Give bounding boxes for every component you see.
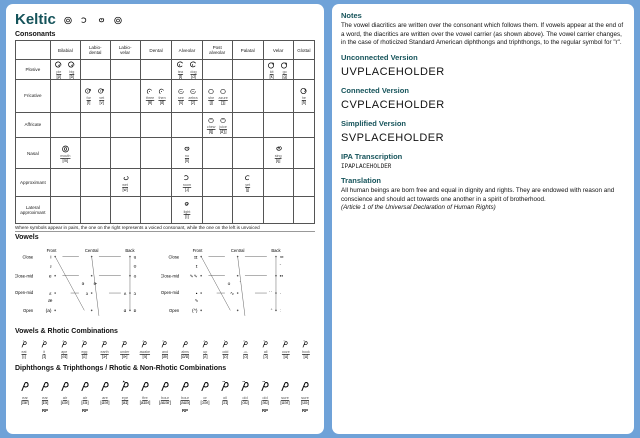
svg-text:∿: ∿ xyxy=(230,292,234,297)
svg-text:ɪ: ɪ xyxy=(196,264,198,269)
svg-text:ɔ: ɔ xyxy=(134,292,137,297)
svg-text:Back: Back xyxy=(125,248,135,253)
svg-text:Close-mid: Close-mid xyxy=(15,274,34,279)
svg-text:ɹ: ɹ xyxy=(50,264,52,269)
svg-text:(a): (a) xyxy=(46,308,52,314)
svg-text:ɚ: ɚ xyxy=(93,282,97,287)
svg-text:ɑ: ɑ xyxy=(124,309,127,314)
svg-text:˙˙: ˙˙ xyxy=(269,291,272,297)
svg-text:•: • xyxy=(196,292,198,297)
svg-text:æ: æ xyxy=(48,299,53,304)
svg-text:ː: ː xyxy=(280,309,281,314)
svg-text:ɜ: ɜ xyxy=(86,292,89,297)
svg-text:o: o xyxy=(228,282,231,287)
svg-text:u: u xyxy=(134,255,137,260)
svg-text:(^): (^) xyxy=(192,308,198,314)
svg-text:Close: Close xyxy=(23,254,34,259)
svg-text:∿: ∿ xyxy=(194,299,198,304)
svg-text:ˉ: ˉ xyxy=(280,263,282,269)
svg-text:i: i xyxy=(50,254,51,260)
svg-text:Front: Front xyxy=(193,248,204,253)
svg-text:Open: Open xyxy=(169,308,180,313)
svg-text:ˆ: ˆ xyxy=(271,308,273,314)
svg-text:Open: Open xyxy=(23,308,34,313)
svg-text:·: · xyxy=(280,292,282,297)
svg-text:Close-mid: Close-mid xyxy=(161,274,180,279)
svg-text:ε: ε xyxy=(49,292,52,297)
svg-text:ɪɪ: ɪɪ xyxy=(194,255,198,260)
svg-text:˙: ˙ xyxy=(239,281,241,287)
svg-text:ɒ: ɒ xyxy=(134,309,137,314)
svg-text:Back: Back xyxy=(271,248,281,253)
svg-text:Central: Central xyxy=(85,248,99,253)
svg-text:ʌ: ʌ xyxy=(124,292,127,297)
svg-text:••: •• xyxy=(280,275,284,280)
svg-text:≃: ≃ xyxy=(280,255,284,260)
svg-text:Open-mid: Open-mid xyxy=(161,290,180,295)
svg-text:o: o xyxy=(134,275,137,280)
svg-text:ə: ə xyxy=(82,282,85,287)
svg-text:∿∿: ∿∿ xyxy=(189,275,197,280)
svg-text:Central: Central xyxy=(231,248,245,253)
svg-text:Front: Front xyxy=(47,248,58,253)
svg-text:Open-mid: Open-mid xyxy=(15,290,34,295)
svg-text:ʊ: ʊ xyxy=(134,264,137,269)
svg-text:Close: Close xyxy=(169,254,180,259)
svg-text:e: e xyxy=(49,275,52,280)
